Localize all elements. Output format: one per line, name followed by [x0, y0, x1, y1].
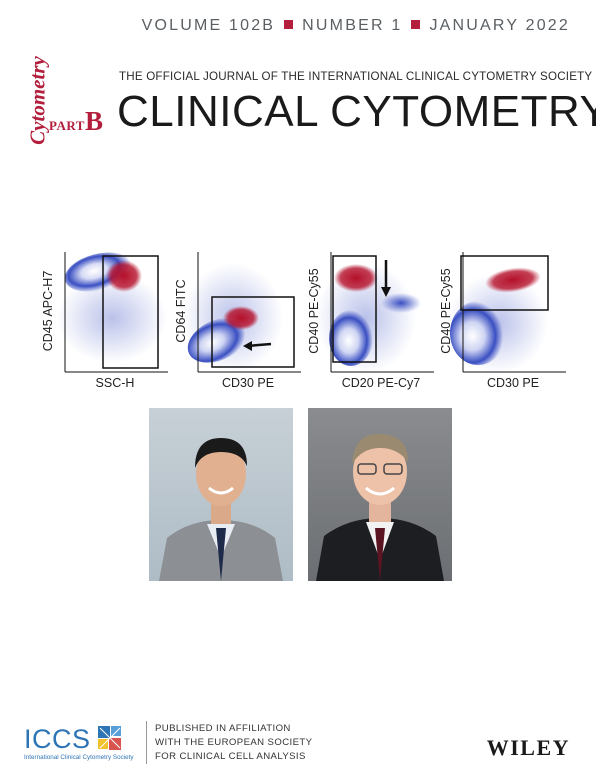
portrait-2-graphic [316, 433, 444, 581]
x-axis-label: CD30 PE [221, 376, 275, 390]
separator-square [284, 20, 294, 29]
dot-plot-3-graphic [316, 252, 434, 373]
y-axis-label: CD40 PE-Cy55 [307, 268, 321, 354]
number-label: NUMBER 1 [302, 17, 403, 34]
cytometry-logo: Cytometry [25, 44, 51, 160]
footer-divider [146, 721, 147, 764]
dot-plot-1-graphic [57, 252, 168, 373]
x-axis-label: SSC-H [95, 376, 135, 390]
cytometry-wordmark: Cytometry [25, 56, 50, 145]
flow-cytometry-panel: CD45 APC-H7 SSC-H CD64 FITC CD30 PE [0, 248, 596, 398]
separator-square [411, 20, 421, 29]
affiliation-line: PUBLISHED IN AFFILIATION [155, 723, 291, 734]
iccs-logo: ICCS International Clinical Cytometry So… [24, 720, 134, 765]
publisher-logo: WILEY [486, 735, 570, 760]
x-axis-label: CD30 PE [486, 376, 540, 390]
y-axis-label: CD64 FITC [174, 279, 188, 343]
affiliation-line: FOR CLINICAL CELL ANALYSIS [155, 751, 306, 762]
portrait-photo-2 [308, 408, 452, 581]
dot-plot-1: CD45 APC-H7 SSC-H [40, 248, 175, 398]
volume-label: VOLUME 102B [141, 17, 276, 34]
portrait-photo-1 [149, 408, 293, 581]
part-mark: PARTB [49, 106, 103, 137]
y-axis-label: CD45 APC-H7 [41, 270, 55, 352]
affiliation-line: WITH THE EUROPEAN SOCIETY [155, 737, 313, 748]
journal-subtitle: THE OFFICIAL JOURNAL OF THE INTERNATIONA… [119, 70, 593, 83]
dot-plot-4: CD40 PE-Cy55 CD30 PE [438, 248, 573, 398]
date-label: JANUARY 2022 [429, 17, 570, 34]
issue-line: VOLUME 102B NUMBER 1 JANUARY 2022 [142, 17, 570, 35]
affiliation-text: PUBLISHED IN AFFILIATION WITH THE EUROPE… [155, 722, 312, 764]
part-letter: B [84, 106, 103, 136]
y-axis-label: CD40 PE-Cy55 [439, 268, 453, 354]
dot-plot-4-graphic [448, 252, 566, 373]
iccs-logo-text: ICCS [24, 724, 91, 754]
globe-icon [98, 726, 121, 750]
dot-plot-3: CD40 PE-Cy55 CD20 PE-Cy7 [306, 248, 441, 398]
portrait-1-graphic [159, 438, 283, 581]
journal-title: CLINICAL CYTOMETRY [117, 87, 596, 136]
iccs-logo-caption: International Clinical Cytometry Society [24, 754, 134, 761]
dot-plot-2-graphic [183, 252, 301, 373]
dot-plot-2: CD64 FITC CD30 PE [173, 248, 308, 398]
x-axis-label: CD20 PE-Cy7 [341, 376, 421, 390]
part-word: PART [49, 118, 85, 133]
